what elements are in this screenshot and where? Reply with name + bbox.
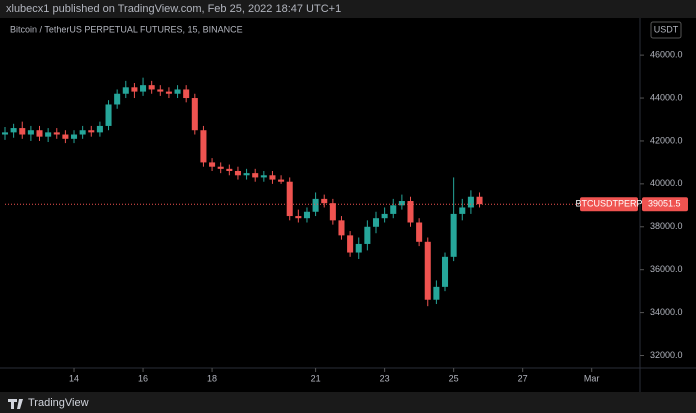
candle-body bbox=[96, 125, 103, 133]
candle-body bbox=[71, 134, 78, 139]
last-price-box bbox=[642, 197, 688, 212]
candle-body bbox=[191, 98, 198, 131]
candle-body bbox=[148, 85, 155, 90]
y-tick-label: 38000.0 bbox=[650, 221, 683, 231]
candle-body bbox=[355, 243, 362, 253]
candle-body bbox=[122, 87, 129, 94]
candle-body bbox=[79, 130, 86, 135]
currency-box bbox=[650, 21, 682, 39]
candle-body bbox=[295, 216, 302, 219]
candle-body bbox=[62, 134, 69, 139]
candle-body bbox=[433, 286, 440, 300]
candle-body bbox=[88, 130, 95, 133]
candle-body bbox=[424, 241, 431, 300]
candle-body bbox=[252, 173, 259, 178]
y-tick-label: 36000.0 bbox=[650, 264, 683, 274]
x-tick-label: 14 bbox=[69, 373, 79, 383]
footer-bar bbox=[0, 392, 696, 413]
x-tick-label: 23 bbox=[380, 373, 390, 383]
y-tick-label: 34000.0 bbox=[650, 307, 683, 317]
candle-body bbox=[303, 211, 310, 219]
candle-body bbox=[53, 132, 60, 135]
candle-body bbox=[183, 89, 190, 99]
candle-body bbox=[467, 196, 474, 208]
candle-body bbox=[36, 130, 43, 137]
candle-body bbox=[347, 235, 354, 253]
candle-body bbox=[269, 175, 276, 180]
x-tick-label: Mar bbox=[584, 373, 600, 383]
candle-body bbox=[243, 173, 250, 176]
candle-body bbox=[286, 181, 293, 217]
candle-body bbox=[27, 130, 34, 135]
y-tick-label: 42000.0 bbox=[650, 135, 683, 145]
candle-body bbox=[390, 205, 397, 214]
candle-body bbox=[226, 168, 233, 171]
candle-body bbox=[140, 85, 147, 92]
currency-label: USDT bbox=[654, 24, 679, 34]
y-tick-label: 32000.0 bbox=[650, 350, 683, 360]
y-tick-label: 46000.0 bbox=[650, 49, 683, 59]
candle-body bbox=[407, 201, 414, 223]
candle-body bbox=[416, 222, 423, 242]
candle-body bbox=[217, 166, 224, 169]
candle-body bbox=[260, 175, 267, 178]
symbol-box bbox=[580, 197, 638, 212]
candle-body bbox=[114, 93, 121, 105]
symbol-label: BTCUSDTPERP bbox=[575, 199, 642, 209]
candle-body bbox=[278, 179, 285, 182]
last-price-label: 39051.5 bbox=[648, 199, 681, 209]
candle-body bbox=[165, 91, 172, 94]
candle-body bbox=[19, 128, 26, 135]
candle-body bbox=[1, 132, 9, 135]
candle-body bbox=[234, 170, 241, 176]
y-tick-label: 44000.0 bbox=[650, 92, 683, 102]
candle-body bbox=[105, 104, 112, 126]
x-tick-label: 16 bbox=[138, 373, 148, 383]
candle-body bbox=[45, 132, 52, 137]
x-tick-label: 21 bbox=[311, 373, 321, 383]
candle-body bbox=[372, 218, 380, 227]
candle-body bbox=[450, 213, 457, 257]
header-text: xlubecx1 published on TradingView.com, F… bbox=[6, 3, 341, 15]
candle-body bbox=[200, 130, 207, 163]
candle-body bbox=[398, 201, 405, 206]
candle-body bbox=[441, 256, 449, 287]
x-tick-label: 18 bbox=[207, 373, 217, 383]
footer-text: TradingView bbox=[28, 397, 89, 409]
candle-body bbox=[364, 226, 371, 244]
candle-body bbox=[312, 198, 319, 212]
x-tick-label: 27 bbox=[518, 373, 528, 383]
candle-body bbox=[459, 207, 466, 214]
candle-body bbox=[157, 89, 164, 92]
candle-body bbox=[174, 89, 181, 94]
candle-body bbox=[329, 203, 336, 221]
candle-body bbox=[321, 198, 328, 204]
candle-body bbox=[209, 162, 216, 167]
x-tick-label: 25 bbox=[449, 373, 459, 383]
logo bbox=[8, 399, 23, 409]
candle-body bbox=[381, 213, 388, 219]
y-tick-label: 40000.0 bbox=[650, 178, 683, 188]
candle-body bbox=[476, 196, 483, 205]
candle-body bbox=[131, 87, 138, 92]
candle-body bbox=[10, 128, 17, 133]
chart-title: Bitcoin / TetherUS PERPETUAL FUTURES, 15… bbox=[10, 24, 243, 34]
candle-body bbox=[338, 220, 345, 236]
header-bar bbox=[0, 0, 696, 18]
